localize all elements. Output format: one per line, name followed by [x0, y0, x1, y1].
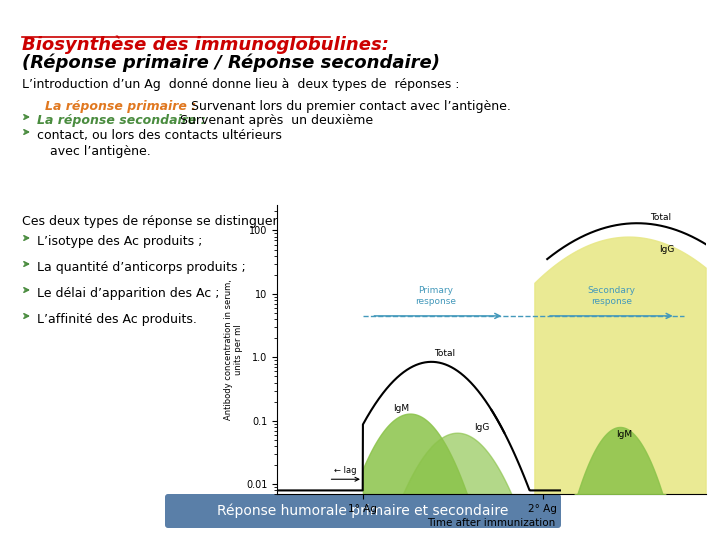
Text: L’introduction d’un Ag  donné donne lieu à  deux types de  réponses :: L’introduction d’un Ag donné donne lieu …	[22, 78, 459, 91]
Text: Primary
response: Primary response	[415, 286, 456, 306]
Text: IgM: IgM	[616, 430, 632, 440]
Text: contact, ou lors des contacts ultérieurs: contact, ou lors des contacts ultérieurs	[37, 129, 282, 142]
Text: L’affinité des Ac produits.: L’affinité des Ac produits.	[37, 313, 197, 326]
Text: avec l’antigène.: avec l’antigène.	[50, 145, 150, 158]
X-axis label: Time after immunization: Time after immunization	[427, 518, 556, 528]
Text: ← lag: ← lag	[335, 466, 357, 475]
Text: Survenant après  un deuxième: Survenant après un deuxième	[172, 114, 373, 127]
Text: Total: Total	[433, 349, 455, 358]
Text: Total: Total	[650, 213, 671, 222]
Text: La réponse primaire :: La réponse primaire :	[45, 100, 197, 113]
Text: IgG: IgG	[474, 423, 490, 432]
Text: Réponse humorale primaire et secondaire: Réponse humorale primaire et secondaire	[217, 504, 509, 518]
Text: La quantité d’anticorps produits ;: La quantité d’anticorps produits ;	[37, 261, 246, 274]
Text: Biosynthèse des immunoglobulines:: Biosynthèse des immunoglobulines:	[22, 35, 389, 53]
Text: L’isotype des Ac produits ;: L’isotype des Ac produits ;	[37, 235, 202, 248]
Text: La réponse secondaire :: La réponse secondaire :	[37, 114, 206, 127]
Text: Ces deux types de réponse se distinguent par :: Ces deux types de réponse se distinguent…	[22, 215, 318, 228]
Text: Le délai d’apparition des Ac ;: Le délai d’apparition des Ac ;	[37, 287, 220, 300]
Text: (Réponse primaire / Réponse secondaire): (Réponse primaire / Réponse secondaire)	[22, 53, 440, 71]
Text: IgG: IgG	[660, 246, 675, 254]
Text: Secondary
response: Secondary response	[588, 286, 635, 306]
FancyBboxPatch shape	[165, 494, 561, 528]
Y-axis label: Antibody concentration in serum,
units per ml: Antibody concentration in serum, units p…	[224, 279, 243, 420]
Text: IgM: IgM	[393, 403, 410, 413]
Text: Survenant lors du premier contact avec l’antigène.: Survenant lors du premier contact avec l…	[183, 100, 511, 113]
